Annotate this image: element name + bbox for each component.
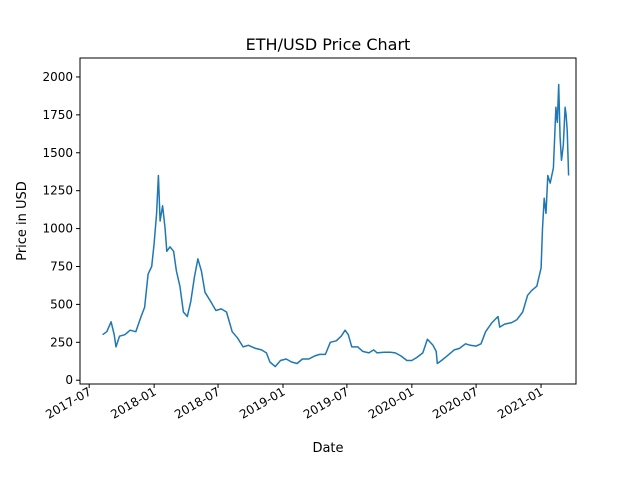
x-axis-label: Date bbox=[312, 441, 343, 456]
plot-area bbox=[79, 57, 577, 385]
y-tick-label: 1750 bbox=[42, 108, 73, 122]
chart-title: ETH/USD Price Chart bbox=[246, 35, 411, 54]
y-tick-label: 750 bbox=[50, 259, 73, 273]
y-tick-label: 1500 bbox=[42, 146, 73, 160]
y-tick-label: 250 bbox=[50, 335, 73, 349]
y-tick-label: 500 bbox=[50, 297, 73, 311]
price-line bbox=[102, 83, 570, 368]
y-axis: 0 250 500 750 1000 1250 1500 1750 2000 bbox=[42, 70, 80, 387]
y-tick-label: 0 bbox=[65, 373, 73, 387]
y-tick-label: 1250 bbox=[42, 184, 73, 198]
y-axis-label: Price in USD bbox=[15, 181, 30, 261]
axes-frame bbox=[79, 57, 577, 385]
y-tick-label: 2000 bbox=[42, 70, 73, 84]
y-tick-label: 1000 bbox=[42, 222, 73, 236]
